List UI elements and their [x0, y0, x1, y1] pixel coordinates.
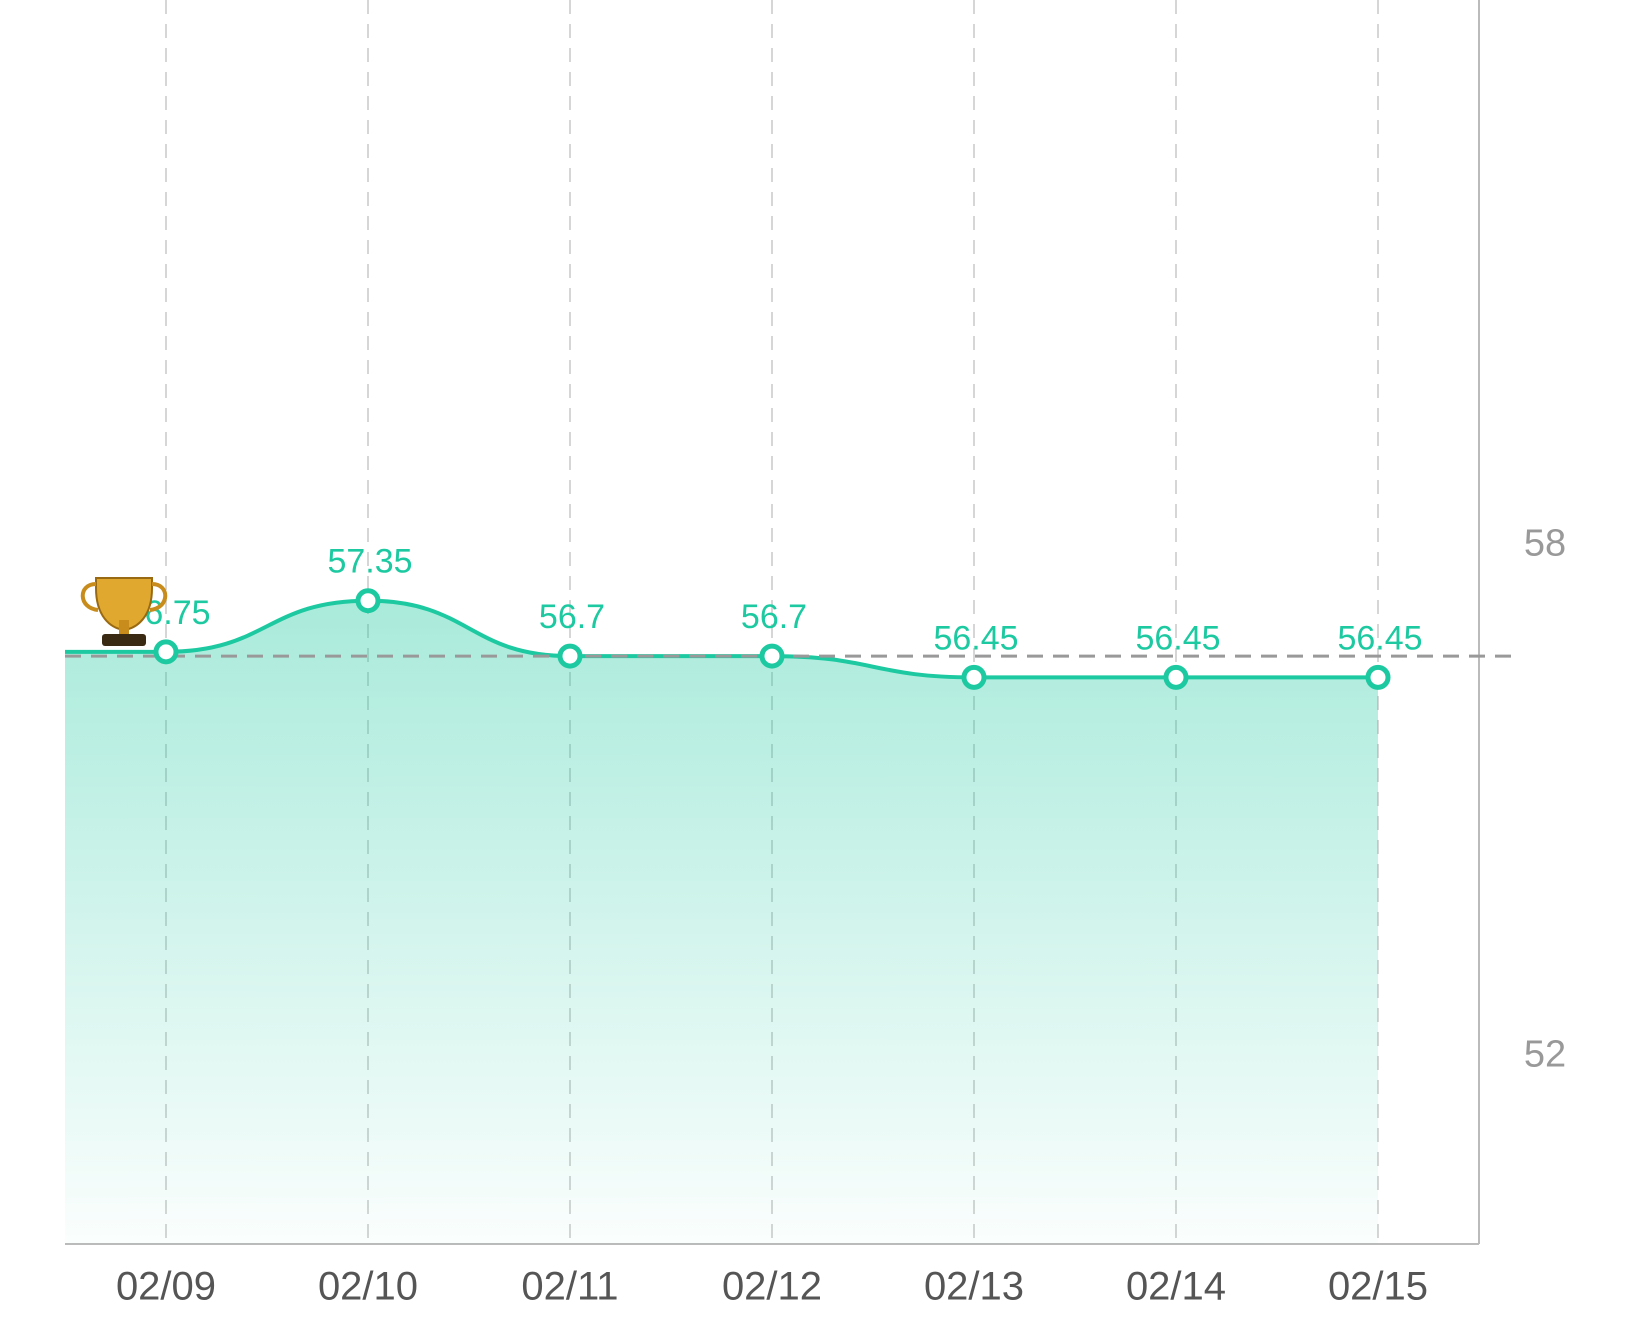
- value-label: 56.7: [741, 598, 807, 636]
- x-tick-label: 02/09: [116, 1265, 216, 1309]
- value-label: 57.35: [327, 543, 412, 581]
- point: [759, 643, 785, 669]
- y-tick-label: 52: [1524, 1034, 1566, 1076]
- x-tick-label: 02/13: [924, 1265, 1024, 1309]
- value-label: 56.45: [933, 619, 1018, 657]
- point: [961, 664, 987, 690]
- value-label: 56.45: [1135, 619, 1220, 657]
- trophy-icon: [80, 577, 168, 646]
- point: [557, 643, 583, 669]
- value-label: 56.7: [539, 598, 605, 636]
- x-tick-label: 02/11: [521, 1265, 618, 1309]
- y-tick-label: 58: [1524, 522, 1566, 564]
- value-label: 56.45: [1337, 619, 1422, 657]
- point: [355, 588, 381, 614]
- point: [1365, 664, 1391, 690]
- area: [65, 600, 1378, 1244]
- x-tick-label: 02/14: [1126, 1265, 1226, 1309]
- x-tick-label: 02/12: [722, 1265, 822, 1309]
- x-tick-label: 02/10: [318, 1265, 418, 1309]
- point: [1163, 664, 1189, 690]
- point: [153, 639, 179, 665]
- x-tick-label: 02/15: [1328, 1265, 1428, 1309]
